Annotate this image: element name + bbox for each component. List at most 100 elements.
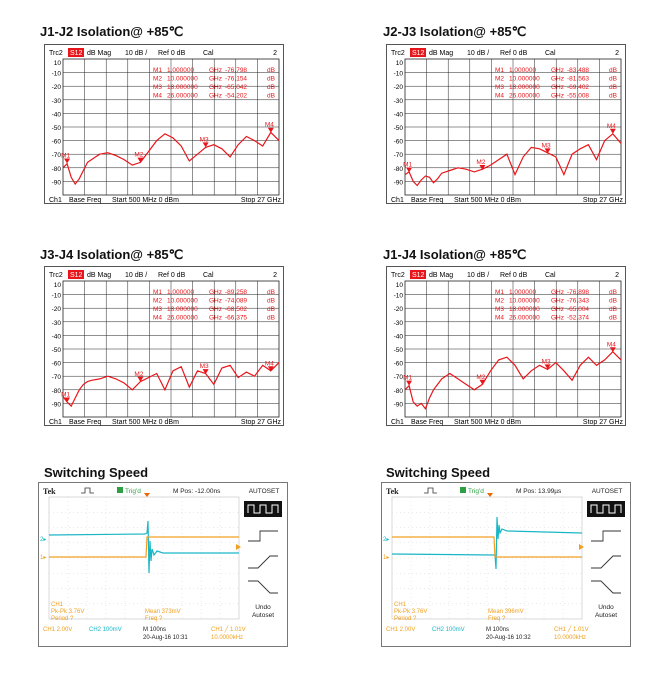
- period-readout: Period ?: [51, 616, 74, 622]
- marker-label: M3: [542, 358, 551, 365]
- marker-vunit: dB: [609, 298, 617, 305]
- footer-mode: Base Freq: [411, 197, 443, 204]
- marker-freq: 26.000000: [167, 93, 198, 100]
- tek-logo: Tek: [43, 487, 56, 496]
- ytick-label: -40: [52, 111, 62, 118]
- marker-freq: 1.000000: [167, 67, 194, 74]
- ytick-label: -40: [52, 333, 62, 340]
- marker-value: -76.798: [225, 67, 247, 74]
- marker-label: M3: [542, 142, 551, 149]
- marker-vunit: dB: [267, 67, 275, 74]
- chart-title: J1-J2 Isolation@ +85℃: [40, 24, 184, 39]
- marker-freq: 1.000000: [167, 289, 194, 296]
- pulse-icon: [81, 487, 94, 494]
- vna-plot-svg: Trc2 S12 dB Mag 10 dB / Ref 0 dB Cal 2 10 -10 -20…: [391, 48, 624, 204]
- marker-vunit: dB: [267, 93, 275, 100]
- ytick-label: -20: [52, 84, 62, 91]
- marker-label: M3: [200, 136, 209, 143]
- format-label: dB Mag: [429, 272, 453, 279]
- ytick-label: -30: [52, 320, 62, 327]
- ref-label: Ref 0 dB: [158, 272, 186, 279]
- param-badge: [68, 48, 84, 57]
- marker-unit: GHz: [551, 306, 564, 313]
- date-time: 20-Aug-16 10:31: [143, 635, 188, 641]
- ytick-label: -30: [394, 320, 404, 327]
- marker-value: -76.898: [567, 289, 589, 296]
- trace-number: 2: [273, 50, 277, 57]
- footer-mode: Base Freq: [411, 419, 443, 426]
- footer-mode: Base Freq: [69, 419, 101, 426]
- ramp-up-icon: [248, 555, 278, 569]
- marker-freq: 10.000000: [167, 76, 198, 83]
- scope-svg: Tek Trig'd M Pos: 13.99µs AUTOSET 2▸ 1▸ UndoAu…: [383, 487, 625, 641]
- marker-triangle: [202, 369, 209, 375]
- marker-name: M3: [153, 84, 162, 91]
- param-badge: [410, 270, 426, 279]
- trigger-level: CH1 ╱ 1.01V: [554, 625, 589, 633]
- mpos-readout: M Pos: -12.00ns: [173, 488, 221, 495]
- ch1-marker: 1▸: [40, 555, 46, 561]
- param-label: S12: [70, 50, 83, 57]
- marker-name: M1: [153, 67, 162, 74]
- ytick-label: -80: [52, 388, 62, 395]
- marker-freq: 18.000000: [167, 84, 198, 91]
- param-badge: [410, 48, 426, 57]
- marker-label: M2: [476, 374, 485, 381]
- marker-vunit: dB: [609, 93, 617, 100]
- scope-title: Switching Speed: [44, 465, 149, 480]
- mean-readout: Mean 373mV: [145, 609, 181, 615]
- scale-label: 10 dB /: [467, 50, 489, 57]
- ytick-label: -10: [52, 293, 62, 300]
- marker-value: -55.008: [567, 93, 589, 100]
- marker-unit: GHz: [209, 93, 222, 100]
- ytick-label: -60: [394, 139, 404, 146]
- ch2-scale: CH2 100mV: [432, 627, 465, 633]
- marker-triangle: [544, 364, 551, 370]
- marker-triangle: [64, 158, 71, 164]
- vna-screen: Trc2 S12 dB Mag 10 dB / Ref 0 dB Cal 2 10 -10 -20…: [44, 44, 284, 204]
- ytick-label: -90: [52, 179, 62, 186]
- ytick-label: -20: [394, 306, 404, 313]
- footer-channel: Ch1: [391, 419, 404, 426]
- marker-triangle: [406, 380, 413, 386]
- marker-unit: GHz: [551, 76, 564, 83]
- marker-unit: GHz: [551, 67, 564, 74]
- trace-number: 2: [615, 50, 619, 57]
- marker-name: M4: [495, 315, 504, 322]
- autoset-undo-label: Autoset: [252, 612, 274, 619]
- ytick-label: -30: [394, 98, 404, 105]
- freq-readout: Freq ?: [488, 616, 506, 622]
- ytick-label: -40: [394, 111, 404, 118]
- marker-label: M2: [134, 152, 143, 159]
- mpos-readout: M Pos: 13.99µs: [516, 488, 562, 495]
- marker-label: M1: [403, 162, 412, 169]
- trigger-level-icon: [579, 544, 584, 550]
- timebase: M 100ns: [143, 627, 166, 633]
- ytick-label: -60: [394, 361, 404, 368]
- marker-unit: GHz: [209, 76, 222, 83]
- ytick-label: -80: [394, 388, 404, 395]
- marker-triangle: [202, 142, 209, 148]
- marker-freq: 1.000000: [509, 289, 536, 296]
- autoset-label: AUTOSET: [249, 488, 280, 495]
- freq-readout: Freq ?: [145, 616, 163, 622]
- marker-vunit: dB: [609, 67, 617, 74]
- footer-stop: Stop 27 GHz: [583, 197, 624, 204]
- marker-triangle: [479, 379, 486, 385]
- marker-unit: GHz: [209, 289, 222, 296]
- marker-triangle: [64, 397, 71, 403]
- pulse-icon: [424, 487, 437, 494]
- vna-plot-svg: Trc2 S12 dB Mag 10 dB / Ref 0 dB Cal 2 10 -10 -20…: [49, 270, 281, 426]
- ytick-label: 10: [54, 282, 62, 289]
- vna-plot-svg: Trc2 S12 dB Mag 10 dB / Ref 0 dB Cal 2 10 -10 -20…: [391, 270, 623, 426]
- param-label: S12: [70, 272, 83, 279]
- marker-label: M4: [607, 123, 616, 130]
- ch1-waveform: [392, 536, 582, 558]
- marker-label: M3: [200, 363, 209, 370]
- marker-vunit: dB: [267, 306, 275, 313]
- marker-freq: 18.000000: [509, 306, 540, 313]
- marker-vunit: dB: [267, 84, 275, 91]
- date-time: 20-Aug-16 10:32: [486, 635, 531, 641]
- marker-value: -54.202: [225, 93, 247, 100]
- marker-triangle: [609, 128, 616, 134]
